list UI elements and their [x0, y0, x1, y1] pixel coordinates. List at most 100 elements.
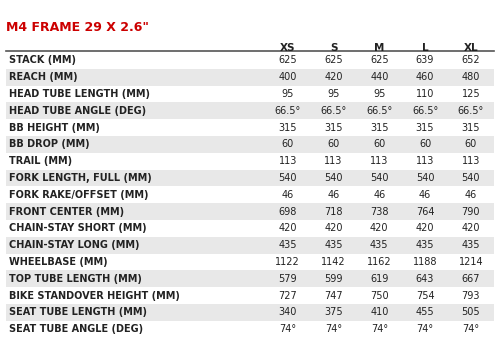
Text: 66.5°: 66.5° — [366, 106, 392, 116]
Text: 315: 315 — [278, 122, 297, 133]
Text: 754: 754 — [416, 291, 434, 301]
Text: 540: 540 — [278, 173, 297, 183]
Text: 74°: 74° — [325, 324, 342, 334]
Text: 66.5°: 66.5° — [274, 106, 301, 116]
Text: 420: 420 — [278, 223, 297, 234]
Text: 60: 60 — [419, 139, 431, 150]
Text: 60: 60 — [464, 139, 477, 150]
FancyBboxPatch shape — [6, 86, 494, 102]
Text: 66.5°: 66.5° — [412, 106, 438, 116]
FancyBboxPatch shape — [6, 304, 494, 321]
Text: 738: 738 — [370, 207, 388, 217]
Text: 400: 400 — [278, 72, 297, 82]
Text: 420: 420 — [416, 223, 434, 234]
Text: 74°: 74° — [416, 324, 434, 334]
Text: 46: 46 — [464, 190, 477, 200]
Text: 66.5°: 66.5° — [458, 106, 484, 116]
Text: M: M — [374, 43, 384, 53]
Text: 420: 420 — [370, 223, 388, 234]
Text: SEAT TUBE LENGTH (MM): SEAT TUBE LENGTH (MM) — [9, 307, 147, 318]
FancyBboxPatch shape — [6, 321, 494, 338]
FancyBboxPatch shape — [6, 119, 494, 136]
Text: 643: 643 — [416, 274, 434, 284]
Text: 375: 375 — [324, 307, 343, 318]
Text: 110: 110 — [416, 89, 434, 99]
Text: 435: 435 — [462, 240, 480, 250]
Text: TOP TUBE LENGTH (MM): TOP TUBE LENGTH (MM) — [9, 274, 141, 284]
Text: 1162: 1162 — [367, 257, 392, 267]
Text: 625: 625 — [324, 56, 343, 65]
Text: 1188: 1188 — [413, 257, 438, 267]
Text: FORK RAKE/OFFSET (MM): FORK RAKE/OFFSET (MM) — [9, 190, 148, 200]
FancyBboxPatch shape — [6, 186, 494, 203]
Text: CHAIN-STAY SHORT (MM): CHAIN-STAY SHORT (MM) — [9, 223, 146, 234]
Text: 747: 747 — [324, 291, 343, 301]
Text: 340: 340 — [278, 307, 297, 318]
Text: 667: 667 — [462, 274, 480, 284]
Text: 60: 60 — [282, 139, 294, 150]
Text: 639: 639 — [416, 56, 434, 65]
Text: 315: 315 — [416, 122, 434, 133]
Text: 540: 540 — [416, 173, 434, 183]
Text: 764: 764 — [416, 207, 434, 217]
Text: 435: 435 — [324, 240, 343, 250]
FancyBboxPatch shape — [6, 254, 494, 270]
Text: STACK (MM): STACK (MM) — [9, 56, 76, 65]
Text: 435: 435 — [370, 240, 388, 250]
Text: 1142: 1142 — [321, 257, 346, 267]
Text: 455: 455 — [416, 307, 434, 318]
Text: HEAD TUBE LENGTH (MM): HEAD TUBE LENGTH (MM) — [9, 89, 150, 99]
Text: 619: 619 — [370, 274, 388, 284]
Text: 480: 480 — [462, 72, 480, 82]
Text: FORK LENGTH, FULL (MM): FORK LENGTH, FULL (MM) — [9, 173, 152, 183]
Text: 625: 625 — [370, 56, 388, 65]
Text: 420: 420 — [324, 223, 343, 234]
Text: S: S — [330, 43, 338, 53]
Text: 95: 95 — [373, 89, 386, 99]
Text: BB DROP (MM): BB DROP (MM) — [9, 139, 90, 150]
Text: 435: 435 — [416, 240, 434, 250]
FancyBboxPatch shape — [6, 270, 494, 287]
Text: 74°: 74° — [370, 324, 388, 334]
Text: 113: 113 — [370, 156, 388, 166]
Text: 95: 95 — [328, 89, 340, 99]
Text: 113: 113 — [416, 156, 434, 166]
Text: CHAIN-STAY LONG (MM): CHAIN-STAY LONG (MM) — [9, 240, 140, 250]
FancyBboxPatch shape — [6, 220, 494, 237]
Text: 793: 793 — [462, 291, 480, 301]
Text: 46: 46 — [373, 190, 386, 200]
FancyBboxPatch shape — [6, 237, 494, 254]
Text: 718: 718 — [324, 207, 343, 217]
Text: 113: 113 — [462, 156, 480, 166]
Text: FRONT CENTER (MM): FRONT CENTER (MM) — [9, 207, 124, 217]
FancyBboxPatch shape — [6, 287, 494, 304]
Text: 1122: 1122 — [276, 257, 300, 267]
Text: 579: 579 — [278, 274, 297, 284]
Text: 750: 750 — [370, 291, 388, 301]
Text: 698: 698 — [278, 207, 297, 217]
Text: XS: XS — [280, 43, 295, 53]
Text: 652: 652 — [462, 56, 480, 65]
Text: 420: 420 — [462, 223, 480, 234]
Text: 505: 505 — [462, 307, 480, 318]
FancyBboxPatch shape — [6, 69, 494, 86]
Text: WHEELBASE (MM): WHEELBASE (MM) — [9, 257, 108, 267]
Text: 60: 60 — [373, 139, 386, 150]
Text: REACH (MM): REACH (MM) — [9, 72, 78, 82]
FancyBboxPatch shape — [6, 153, 494, 170]
FancyBboxPatch shape — [6, 136, 494, 153]
FancyBboxPatch shape — [6, 52, 494, 69]
FancyBboxPatch shape — [6, 203, 494, 220]
Text: 790: 790 — [462, 207, 480, 217]
Text: 125: 125 — [462, 89, 480, 99]
Text: 420: 420 — [324, 72, 343, 82]
Text: 113: 113 — [278, 156, 297, 166]
Text: 46: 46 — [419, 190, 431, 200]
Text: L: L — [422, 43, 428, 53]
Text: BIKE STANDOVER HEIGHT (MM): BIKE STANDOVER HEIGHT (MM) — [9, 291, 179, 301]
Text: 540: 540 — [324, 173, 343, 183]
Text: 113: 113 — [324, 156, 342, 166]
Text: 599: 599 — [324, 274, 343, 284]
Text: 46: 46 — [282, 190, 294, 200]
Text: 46: 46 — [328, 190, 340, 200]
